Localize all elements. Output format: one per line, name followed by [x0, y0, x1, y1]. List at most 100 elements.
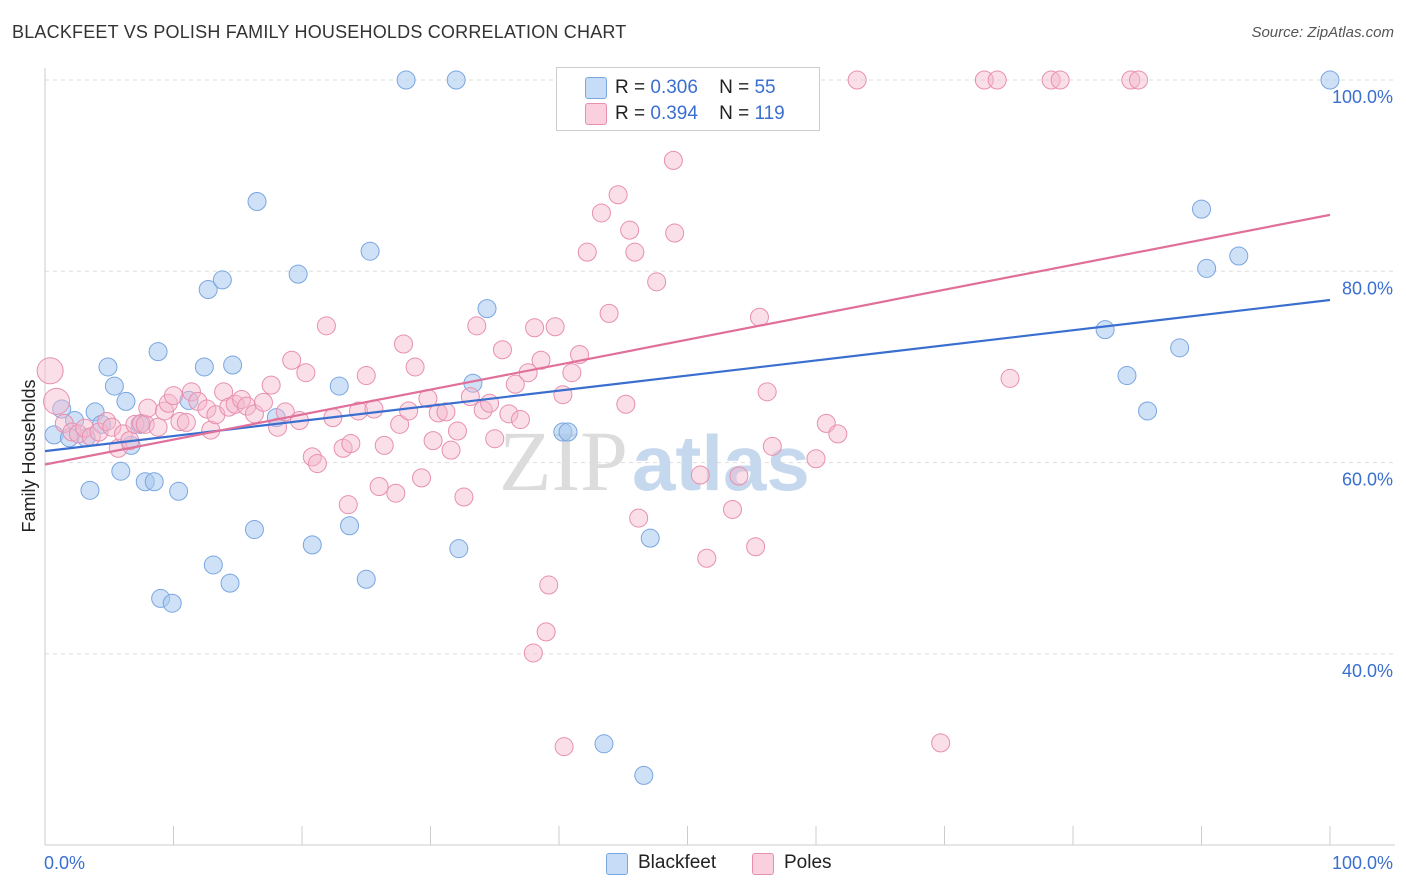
blackfeet-point: [80, 480, 100, 500]
y-tick-label: 80.0%: [1342, 278, 1393, 298]
poles-point: [138, 398, 158, 418]
blackfeet-point: [360, 241, 380, 261]
poles-point: [390, 414, 410, 434]
blackfeet-point: [162, 593, 182, 613]
poles-point: [102, 417, 122, 437]
poles-point: [176, 412, 196, 432]
x-tick-label-max: 100.0%: [1332, 853, 1393, 873]
poles-point: [599, 303, 619, 323]
legend: R = 0.306 N = 55 R = 0.394 N = 119: [556, 67, 820, 131]
blackfeet-point: [111, 461, 131, 481]
blackfeet-point: [194, 357, 214, 377]
poles-point: [170, 411, 190, 431]
poles-point: [261, 375, 281, 395]
gridlines: [45, 79, 1395, 655]
poles-point: [620, 220, 640, 240]
poles-point: [577, 242, 597, 262]
poles-point: [454, 487, 474, 507]
r-value-poles: 0.394: [650, 103, 698, 124]
poles-point: [316, 316, 336, 336]
poles-point: [525, 318, 545, 338]
poles-point: [625, 242, 645, 262]
poles-point: [1000, 368, 1020, 388]
poles-point: [757, 382, 777, 402]
poles-point: [729, 466, 749, 486]
blackfeet-point: [148, 342, 168, 362]
poles-point: [762, 436, 782, 456]
poles-point: [307, 454, 327, 474]
blackfeet-point: [477, 299, 497, 319]
legend-swatch-poles: [585, 103, 607, 125]
poles-point: [97, 411, 117, 431]
poles-point: [441, 440, 461, 460]
poles-point: [374, 435, 394, 455]
poles-point: [232, 389, 252, 409]
blackfeet-trend-line: [44, 298, 1331, 453]
blackfeet-point: [288, 264, 308, 284]
poles-point: [987, 70, 1007, 90]
bottom-swatch-poles: [752, 853, 774, 875]
bottom-label-blackfeet: Blackfeet: [638, 852, 717, 873]
poles-point: [1129, 70, 1149, 90]
source-label: Source: ZipAtlas.com: [1251, 24, 1394, 41]
blackfeet-point: [98, 357, 118, 377]
poles-point: [356, 366, 376, 386]
poles-point: [369, 477, 389, 497]
blackfeet-point: [212, 270, 232, 290]
blackfeet-point: [356, 569, 376, 589]
poles-point: [394, 334, 414, 354]
poles-point: [647, 272, 667, 292]
poles-point: [405, 357, 425, 377]
poles-point: [690, 465, 710, 485]
r-label: R =: [615, 103, 646, 124]
blackfeet-point: [52, 399, 72, 419]
blackfeet-point: [223, 355, 243, 375]
blackfeet-point: [198, 279, 218, 299]
trend-lines: [44, 213, 1331, 466]
poles-point: [545, 317, 565, 337]
poles-point: [492, 340, 512, 360]
poles-point: [554, 737, 574, 757]
watermark: ZIP atlas: [499, 413, 810, 509]
poles-point: [539, 575, 559, 595]
blackfeet-point: [1138, 401, 1158, 421]
poles-point: [697, 548, 717, 568]
blackfeet-point: [340, 516, 360, 536]
poles-point: [828, 424, 848, 444]
n-label: N =: [719, 77, 750, 98]
blackfeet-point: [220, 573, 240, 593]
poles-point: [485, 429, 505, 449]
poles-point: [510, 410, 530, 430]
poles-point: [665, 223, 685, 243]
blackfeet-point: [116, 391, 136, 411]
blackfeet-point: [594, 734, 614, 754]
poles-point: [499, 404, 519, 424]
blackfeet-point: [1320, 70, 1340, 90]
legend-swatch-blackfeet: [585, 77, 607, 99]
r-label: R =: [615, 77, 646, 98]
blackfeet-point: [144, 472, 164, 492]
poles-point: [341, 433, 361, 453]
blackfeet-point: [634, 765, 654, 785]
poles-point: [616, 394, 636, 414]
n-value-blackfeet: 55: [754, 77, 776, 98]
r-value-blackfeet: 0.306: [650, 77, 698, 98]
blackfeet-point: [640, 528, 660, 548]
poles-point: [386, 483, 406, 503]
poles-point: [608, 185, 628, 205]
blackfeet-point: [1095, 320, 1115, 340]
poles-point: [505, 374, 525, 394]
poles-point: [1121, 70, 1141, 90]
poles-point: [562, 363, 582, 383]
blackfeet-point: [203, 555, 223, 575]
blackfeet-point: [329, 376, 349, 396]
axes: 40.0% 60.0% 80.0% 100.0% 0.0% 100.0%: [44, 68, 1395, 873]
poles-point: [164, 386, 183, 406]
n-label: N =: [719, 103, 750, 124]
blackfeet-point: [1170, 338, 1190, 358]
poles-point: [302, 447, 322, 467]
poles-point: [663, 150, 683, 170]
chart-title: BLACKFEET VS POLISH FAMILY HOUSEHOLDS CO…: [12, 22, 627, 42]
blackfeet-point: [169, 481, 189, 501]
